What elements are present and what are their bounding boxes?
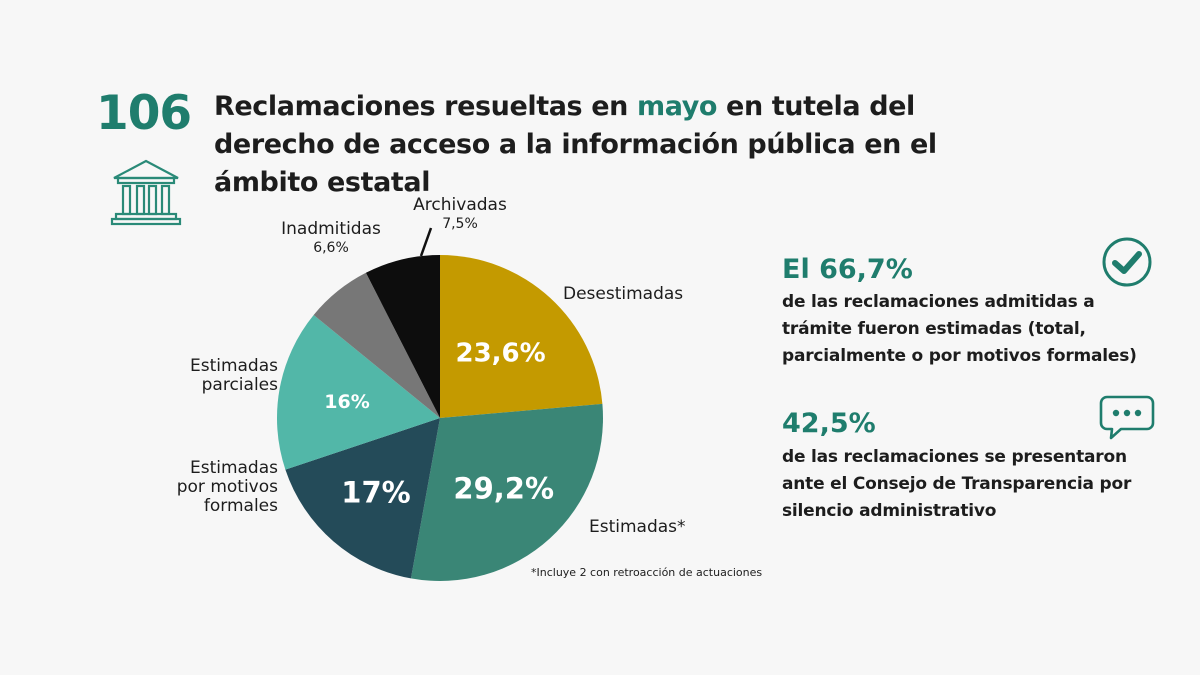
stat-2-line-1: de las reclamaciones se presentaron [782, 447, 1127, 467]
label-estimadas-formales-line2: por motivos [176, 477, 278, 497]
label-estimadas-formales-line1: Estimadas [189, 458, 278, 478]
stat-1-line-2: trámite fueron estimadas (total, [782, 319, 1086, 339]
pie-value-label-1: 29,2% [453, 471, 554, 505]
stat-2-line-3: silencio administrativo [782, 501, 997, 521]
pie-slice-estimadas [410, 403, 603, 582]
label-archivadas: Archivadas 7,5% [408, 196, 512, 234]
label-archivadas-pct: 7,5% [442, 216, 478, 232]
label-inadmitidas-name: Inadmitidas [281, 219, 381, 239]
title-part-2: en tutela del derecho de acceso a la inf… [214, 91, 937, 198]
label-inadmitidas: Inadmitidas 6,6% [275, 220, 387, 258]
pie-slice-desestimadas [440, 255, 603, 418]
stat-1-percentage: El 66,7% [782, 254, 913, 285]
chat-bubble-icon [1099, 394, 1155, 446]
label-estimadas-formales: Estimadas por motivos formales [150, 459, 278, 516]
stat-2-line-2: ante el Consejo de Transparencia por [782, 474, 1132, 494]
pie-value-label-0: 23,6% [455, 338, 545, 368]
check-circle-icon [1101, 236, 1153, 292]
label-estimadas: Estimadas* [589, 517, 686, 537]
stat-2-percentage: 42,5% [782, 408, 876, 439]
pie-slice-inadmitidas [313, 272, 440, 418]
chart-footnote: *Incluye 2 con retroacción de actuacione… [531, 566, 763, 579]
pie-value-label-2: 17% [341, 475, 410, 509]
archivadas-leader-line [419, 227, 433, 257]
total-count: 106 [96, 86, 192, 141]
label-estimadas-parciales-line2: parciales [201, 375, 278, 395]
stat-2-description: de las reclamaciones se presentaron ante… [782, 444, 1131, 525]
stat-1-line-3: parcialmente o por motivos formales) [782, 346, 1137, 366]
title-part-1: Reclamaciones resueltas en [214, 91, 637, 122]
page-title: Reclamaciones resueltas en mayo en tutel… [214, 88, 1034, 202]
label-estimadas-parciales-line1: Estimadas [189, 356, 278, 376]
label-estimadas-formales-line3: formales [203, 496, 278, 516]
label-inadmitidas-pct: 6,6% [313, 240, 349, 256]
pie-slice-estimadas-por-motivos-formales [285, 418, 440, 579]
pie-slice-archivadas [365, 255, 440, 418]
pie-value-label-3: 16% [324, 391, 369, 413]
label-archivadas-name: Archivadas [413, 195, 507, 215]
stat-1-line-1: de las reclamaciones admitidas a [782, 292, 1095, 312]
pie-slice-estimadas-parciales [276, 315, 440, 470]
label-desestimadas: Desestimadas [563, 284, 684, 304]
government-building-icon [110, 158, 182, 230]
stat-1-description: de las reclamaciones admitidas a trámite… [782, 289, 1137, 370]
title-highlight: mayo [636, 91, 718, 122]
label-estimadas-parciales: Estimadas parciales [150, 357, 278, 395]
